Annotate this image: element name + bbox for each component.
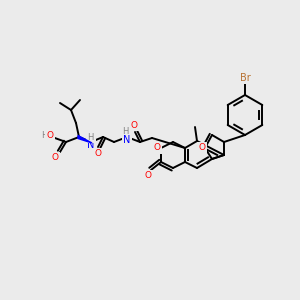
Text: Br: Br bbox=[240, 73, 250, 83]
Text: O: O bbox=[154, 143, 160, 152]
Text: N: N bbox=[123, 135, 131, 145]
Text: O: O bbox=[94, 149, 101, 158]
Text: H: H bbox=[87, 133, 93, 142]
Polygon shape bbox=[78, 136, 92, 143]
Text: O: O bbox=[145, 172, 152, 181]
Text: H: H bbox=[87, 133, 93, 142]
Text: H: H bbox=[41, 130, 47, 140]
Text: N: N bbox=[87, 140, 95, 150]
Text: O: O bbox=[52, 154, 58, 163]
Text: O: O bbox=[130, 121, 137, 130]
Text: H: H bbox=[122, 128, 128, 136]
Text: O: O bbox=[199, 143, 206, 152]
Text: O: O bbox=[46, 130, 53, 140]
Text: N: N bbox=[87, 140, 95, 150]
